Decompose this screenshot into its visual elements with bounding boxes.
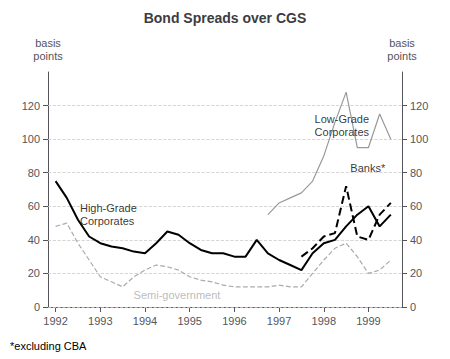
- svg-text:40: 40: [410, 234, 422, 246]
- svg-text:0: 0: [410, 301, 416, 313]
- svg-text:80: 80: [410, 167, 422, 179]
- svg-text:Banks*: Banks*: [350, 162, 386, 174]
- svg-text:60: 60: [410, 200, 422, 212]
- svg-text:High-Grade: High-Grade: [80, 202, 137, 214]
- svg-text:points: points: [387, 50, 417, 62]
- svg-text:20: 20: [410, 267, 422, 279]
- svg-text:1996: 1996: [222, 315, 246, 327]
- svg-text:points: points: [33, 50, 63, 62]
- svg-text:100: 100: [22, 133, 40, 145]
- svg-text:1997: 1997: [267, 315, 291, 327]
- svg-text:1999: 1999: [356, 315, 380, 327]
- svg-text:1995: 1995: [177, 315, 201, 327]
- svg-text:120: 120: [22, 100, 40, 112]
- svg-text:60: 60: [28, 200, 40, 212]
- svg-text:100: 100: [410, 133, 428, 145]
- svg-text:Semi-government: Semi-government: [134, 289, 221, 301]
- svg-text:0: 0: [34, 301, 40, 313]
- svg-text:basis: basis: [389, 37, 415, 49]
- svg-text:Low-Grade: Low-Grade: [315, 113, 369, 125]
- svg-text:1992: 1992: [43, 315, 67, 327]
- svg-text:1994: 1994: [133, 315, 157, 327]
- svg-text:1993: 1993: [88, 315, 112, 327]
- svg-text:basis: basis: [35, 37, 61, 49]
- svg-text:80: 80: [28, 167, 40, 179]
- svg-text:Bond Spreads over CGS: Bond Spreads over CGS: [144, 10, 307, 26]
- svg-text:1998: 1998: [312, 315, 336, 327]
- svg-text:40: 40: [28, 234, 40, 246]
- svg-text:*excluding CBA: *excluding CBA: [10, 340, 87, 352]
- svg-text:Corporates: Corporates: [80, 215, 135, 227]
- svg-text:120: 120: [410, 100, 428, 112]
- svg-text:Corporates: Corporates: [315, 126, 370, 138]
- svg-text:20: 20: [28, 267, 40, 279]
